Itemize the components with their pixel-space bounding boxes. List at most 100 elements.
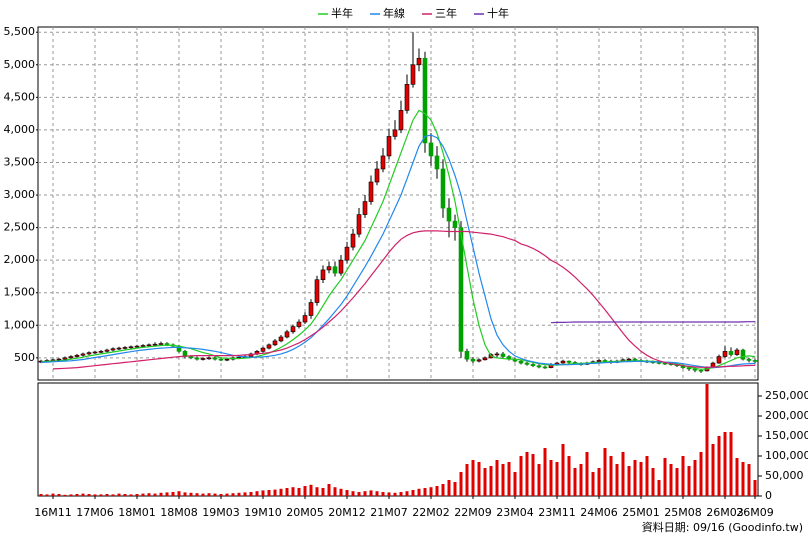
candle-body: [752, 360, 758, 362]
candle-body: [188, 356, 194, 359]
volume-bar: [567, 456, 571, 496]
volume-bar: [699, 452, 703, 496]
volume-bar: [609, 456, 613, 496]
x-tick-label: 25M01: [622, 506, 660, 519]
candle-body: [338, 259, 344, 274]
candle-body: [368, 181, 374, 202]
x-tick-label: 19M03: [202, 506, 240, 519]
volume-bar: [453, 482, 457, 496]
candle-body: [440, 168, 446, 209]
candle-body: [56, 358, 62, 361]
volume-bar: [561, 444, 565, 496]
volume-bar: [531, 454, 535, 496]
y-tick-label: 5,500: [4, 25, 36, 38]
candle-body: [434, 155, 440, 170]
candle-body: [524, 362, 530, 365]
volume-bar: [351, 491, 355, 496]
volume-bar: [81, 493, 85, 496]
volume-bar: [165, 492, 169, 496]
candle-body: [476, 359, 482, 362]
candle-body: [200, 358, 206, 360]
x-tick-label: 22M02: [412, 506, 450, 519]
candle-body: [80, 353, 86, 356]
candle-body: [698, 369, 704, 372]
volume-bar: [363, 491, 367, 496]
volume-bar: [717, 436, 721, 496]
volume-bar: [621, 452, 625, 496]
plot-area: [37, 26, 759, 381]
volume-bar: [645, 456, 649, 496]
candle-body: [494, 353, 500, 356]
volume-bar: [147, 493, 151, 496]
volume-bar: [753, 480, 757, 496]
candle-body: [656, 362, 662, 364]
candle-body: [416, 57, 422, 66]
volume-bar: [489, 466, 493, 496]
volume-bar: [201, 493, 205, 496]
candle-body: [68, 356, 74, 359]
y-tick-label: 3,000: [4, 188, 36, 201]
volume-bar: [441, 484, 445, 496]
volume-bar: [123, 494, 127, 496]
volume-bar: [225, 493, 229, 496]
volume-bar: [573, 468, 577, 496]
candle-body: [386, 136, 392, 157]
candle-body: [392, 129, 398, 137]
candle-body: [278, 336, 284, 342]
volume-bar: [579, 464, 583, 496]
legend-label: 十年: [487, 6, 509, 20]
volume-bar: [285, 488, 289, 496]
volume-bar: [687, 466, 691, 496]
volume-bar: [597, 468, 601, 496]
x-tick-label: 26M09: [736, 506, 774, 519]
volume-bar: [435, 486, 439, 496]
candle-body: [404, 84, 410, 111]
y-tick-label: 100,000: [765, 449, 808, 462]
volume-bar: [471, 460, 475, 496]
candle-body: [350, 233, 356, 248]
volume-bar: [219, 494, 223, 496]
volume-bar: [93, 494, 97, 496]
y-tick-label: 250,000: [765, 389, 808, 402]
volume-bar: [183, 492, 187, 496]
volume-bar: [279, 488, 283, 496]
candle-body: [86, 352, 92, 355]
volume-bar: [429, 487, 433, 496]
candle-body: [296, 321, 302, 327]
candle-body: [374, 168, 380, 183]
volume-bar: [207, 493, 211, 496]
candle-body: [152, 343, 158, 346]
candle-body: [740, 349, 746, 360]
ma-line: [52, 230, 756, 370]
volume-bar: [615, 464, 619, 496]
volume-bar: [51, 493, 55, 496]
candle-body: [344, 246, 350, 261]
y-tick-label: 1,500: [4, 286, 36, 299]
plot-area: [37, 382, 759, 497]
volume-bar: [267, 490, 271, 496]
volume-bar: [291, 487, 295, 496]
volume-bar: [501, 464, 505, 496]
volume-bar: [633, 460, 637, 496]
volume-bar: [741, 462, 745, 496]
candle-body: [560, 360, 566, 364]
volume-bar: [525, 452, 529, 496]
candle-body: [116, 347, 122, 350]
candle-body: [500, 353, 506, 357]
volume-bar: [681, 456, 685, 496]
volume-bar: [651, 468, 655, 496]
volume-bar: [729, 432, 733, 496]
candle-body: [662, 362, 668, 365]
candle-body: [104, 349, 110, 352]
volume-bar: [627, 466, 631, 496]
volume-bar: [675, 468, 679, 496]
volume-bar: [585, 452, 589, 496]
volume-bar: [99, 494, 103, 496]
volume-bar: [543, 448, 547, 496]
volume-bar: [333, 487, 337, 496]
volume-bar: [513, 472, 517, 496]
volume-bar: [321, 488, 325, 496]
candle-body: [272, 340, 278, 346]
